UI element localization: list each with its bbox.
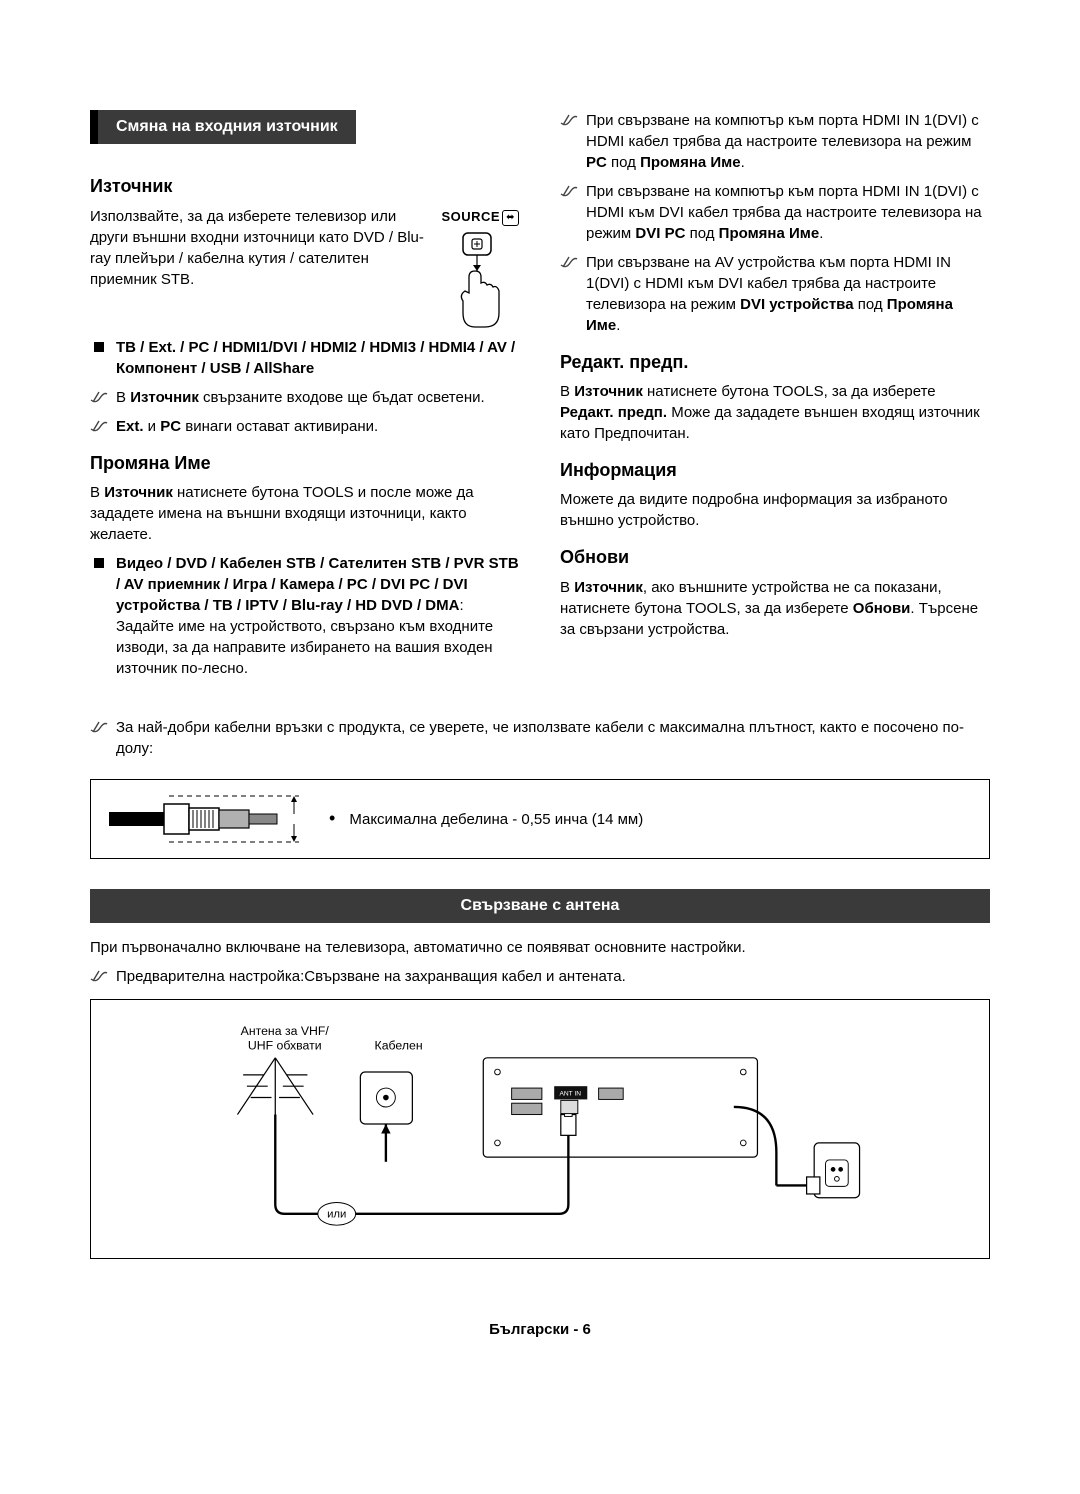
heading-edit-name: Промяна Име (90, 451, 520, 476)
source-button-label: SOURCE (441, 209, 500, 224)
label-cable: Кабелен (375, 1038, 423, 1052)
banner-input-source: Смяна на входния източник (90, 110, 356, 144)
label-or: или (327, 1209, 346, 1221)
heading-refresh: Обнови (560, 545, 990, 570)
cable-connector-icon (109, 794, 299, 844)
heading-information: Информация (560, 458, 990, 483)
note-hdmi-dvi-pc: При свързване на компютър към порта HDMI… (560, 181, 990, 244)
paragraph-edit-pref: В Източник натиснете бутона TOOLS, за да… (560, 381, 990, 444)
right-column: При свързване на компютър към порта HDMI… (560, 110, 990, 687)
page-footer: Български - 6 (90, 1319, 990, 1340)
paragraph-information: Можете да видите подробна информация за … (560, 489, 990, 531)
note-icon (90, 418, 108, 432)
cable-thickness-text: •Максимална дебелина - 0,55 инча (14 мм) (329, 806, 643, 831)
banner-antenna: Свързване с антена (90, 889, 990, 923)
note-connected-inputs: В Източник свързаните входове ще бъдат о… (90, 387, 520, 408)
source-button-icon: ⬌ (502, 210, 518, 226)
note-hdmi-pc: При свързване на компютър към порта HDMI… (560, 110, 990, 173)
note-cable-quality: За най-добри кабелни връзки с продукта, … (90, 717, 990, 759)
list-item-device-names: Видео / DVD / Кабелен STB / Сателитен ST… (90, 553, 520, 679)
svg-text:UHF обхвати: UHF обхвати (248, 1038, 322, 1052)
label-vhf-uhf: Антена за VHF/ (241, 1024, 330, 1038)
antenna-svg: Антена за VHF/ UHF обхвати Кабелен (121, 1020, 959, 1228)
note-icon (560, 254, 578, 268)
left-column: Смяна на входния източник Източник SOURC… (90, 110, 520, 687)
note-ext-pc: Ext. и PC винаги остават активирани. (90, 416, 520, 437)
note-av-dvi: При свързване на AV устройства към порта… (560, 252, 990, 336)
two-column-layout: Смяна на входния източник Източник SOURC… (90, 110, 990, 687)
note-icon (90, 389, 108, 403)
heading-edit-pref: Редакт. предп. (560, 350, 990, 375)
paragraph-edit-name: В Източник натиснете бутона TOOLS и посл… (90, 482, 520, 545)
paragraph-antenna-intro: При първоначално включване на телевизора… (90, 937, 990, 958)
page: Смяна на входния източник Източник SOURC… (90, 110, 990, 1340)
heading-source: Източник (90, 174, 520, 199)
antenna-diagram: Антена за VHF/ UHF обхвати Кабелен (90, 999, 990, 1259)
paragraph-refresh: В Източник, ако външните устройства не с… (560, 577, 990, 640)
inputs-list: ТВ / Ext. / PC / HDMI1/DVI / HDMI2 / HDM… (116, 339, 515, 377)
remote-hand-icon (445, 231, 515, 331)
label-ant-in: ANT IN (559, 1091, 581, 1098)
note-icon (90, 968, 108, 982)
cable-thickness-box: •Максимална дебелина - 0,55 инча (14 мм) (90, 779, 990, 859)
list-item-inputs: ТВ / Ext. / PC / HDMI1/DVI / HDMI2 / HDM… (90, 337, 520, 379)
note-icon (560, 183, 578, 197)
note-antenna-preset: Предварителна настройка:Свързване на зах… (90, 966, 990, 987)
note-icon (90, 719, 108, 733)
note-icon (560, 112, 578, 126)
